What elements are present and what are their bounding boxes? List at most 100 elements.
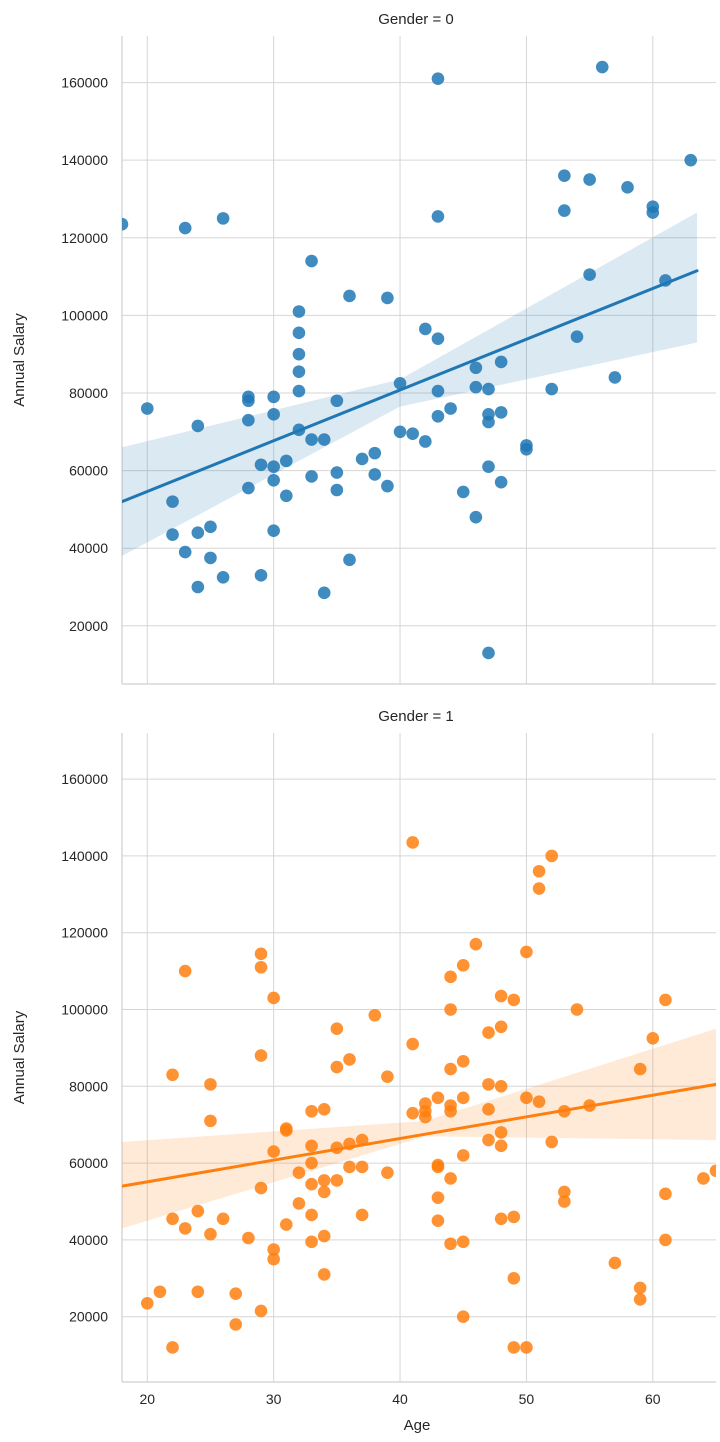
data-point — [166, 1212, 179, 1225]
x-tick-label: 50 — [519, 1391, 535, 1407]
data-point — [229, 1287, 242, 1300]
data-point — [495, 406, 508, 419]
y-tick-label: 100000 — [61, 1001, 108, 1017]
data-point — [381, 1166, 394, 1179]
data-point — [368, 1009, 381, 1022]
data-point — [609, 1257, 622, 1270]
data-point — [419, 435, 432, 448]
data-point — [141, 1297, 154, 1310]
data-point — [470, 511, 483, 524]
data-point — [204, 552, 217, 565]
data-point — [507, 994, 520, 1007]
data-point — [305, 255, 318, 268]
x-tick-label: 40 — [392, 1391, 408, 1407]
data-point — [659, 1234, 672, 1247]
data-point — [520, 443, 533, 456]
data-point — [356, 453, 369, 466]
data-point — [444, 1172, 457, 1185]
data-point — [343, 290, 356, 303]
data-point — [432, 1191, 445, 1204]
data-point — [507, 1272, 520, 1285]
data-point — [634, 1282, 647, 1295]
data-point — [267, 524, 280, 537]
data-point — [368, 447, 381, 460]
y-axis-label: Annual Salary — [11, 1010, 28, 1104]
data-point — [457, 959, 470, 972]
data-point — [166, 495, 179, 508]
data-point — [267, 391, 280, 404]
data-point — [381, 480, 394, 493]
panel-0: Gender = 0 20000 40000 60000 80000 100000 1200… — [11, 11, 716, 684]
data-point — [621, 181, 634, 194]
data-point — [267, 474, 280, 487]
plot-area — [122, 836, 720, 1354]
data-point — [318, 1103, 331, 1116]
data-point — [406, 1038, 419, 1051]
data-point — [204, 1228, 217, 1241]
data-point — [482, 416, 495, 429]
data-point — [444, 1237, 457, 1250]
y-tick-label: 120000 — [61, 925, 108, 941]
x-tick-label: 20 — [139, 1391, 155, 1407]
data-point — [255, 1305, 268, 1318]
data-point — [242, 394, 255, 407]
data-point — [242, 1232, 255, 1245]
data-point — [697, 1172, 710, 1185]
data-point — [444, 1105, 457, 1118]
data-point — [432, 385, 445, 398]
data-point — [305, 1140, 318, 1153]
x-tick-label: 30 — [266, 1391, 282, 1407]
data-point — [406, 427, 419, 440]
data-point — [293, 1166, 306, 1179]
data-point — [482, 647, 495, 660]
data-point — [267, 460, 280, 473]
data-point — [457, 1055, 470, 1068]
data-point — [217, 1212, 230, 1225]
data-point — [255, 1182, 268, 1195]
data-point — [495, 1212, 508, 1225]
x-tick-label: 60 — [645, 1391, 661, 1407]
data-point — [280, 490, 293, 503]
x-axis-label: Age — [404, 1417, 431, 1434]
data-point — [293, 348, 306, 361]
data-point — [293, 365, 306, 378]
y-tick-label: 120000 — [61, 230, 108, 246]
data-point — [343, 1161, 356, 1174]
data-point — [432, 410, 445, 423]
data-point — [457, 1310, 470, 1323]
data-point — [495, 990, 508, 1003]
data-point — [394, 425, 407, 438]
data-point — [242, 414, 255, 427]
data-point — [166, 1068, 179, 1081]
data-point — [318, 1174, 331, 1187]
data-point — [571, 1003, 584, 1016]
data-point — [318, 433, 331, 446]
regression-line — [122, 271, 697, 502]
data-point — [217, 571, 230, 584]
data-point — [659, 1188, 672, 1201]
data-point — [267, 992, 280, 1005]
data-point — [482, 1103, 495, 1116]
data-point — [432, 332, 445, 345]
y-tick-label: 140000 — [61, 152, 108, 168]
data-point — [419, 1111, 432, 1124]
plot-area — [116, 61, 697, 660]
panel-title: Gender = 1 — [378, 708, 453, 725]
data-point — [255, 458, 268, 471]
data-point — [179, 965, 192, 978]
data-point — [305, 470, 318, 483]
y-tick-label: 60000 — [69, 1155, 108, 1171]
data-point — [482, 460, 495, 473]
y-tick-label: 60000 — [69, 463, 108, 479]
data-point — [634, 1063, 647, 1076]
data-point — [406, 836, 419, 849]
data-point — [583, 173, 596, 186]
data-point — [255, 569, 268, 582]
confidence-band — [122, 1029, 716, 1229]
data-point — [583, 268, 596, 281]
data-point — [495, 1020, 508, 1033]
data-point — [229, 1318, 242, 1331]
data-point — [507, 1341, 520, 1354]
data-point — [432, 1092, 445, 1105]
data-point — [507, 1211, 520, 1224]
